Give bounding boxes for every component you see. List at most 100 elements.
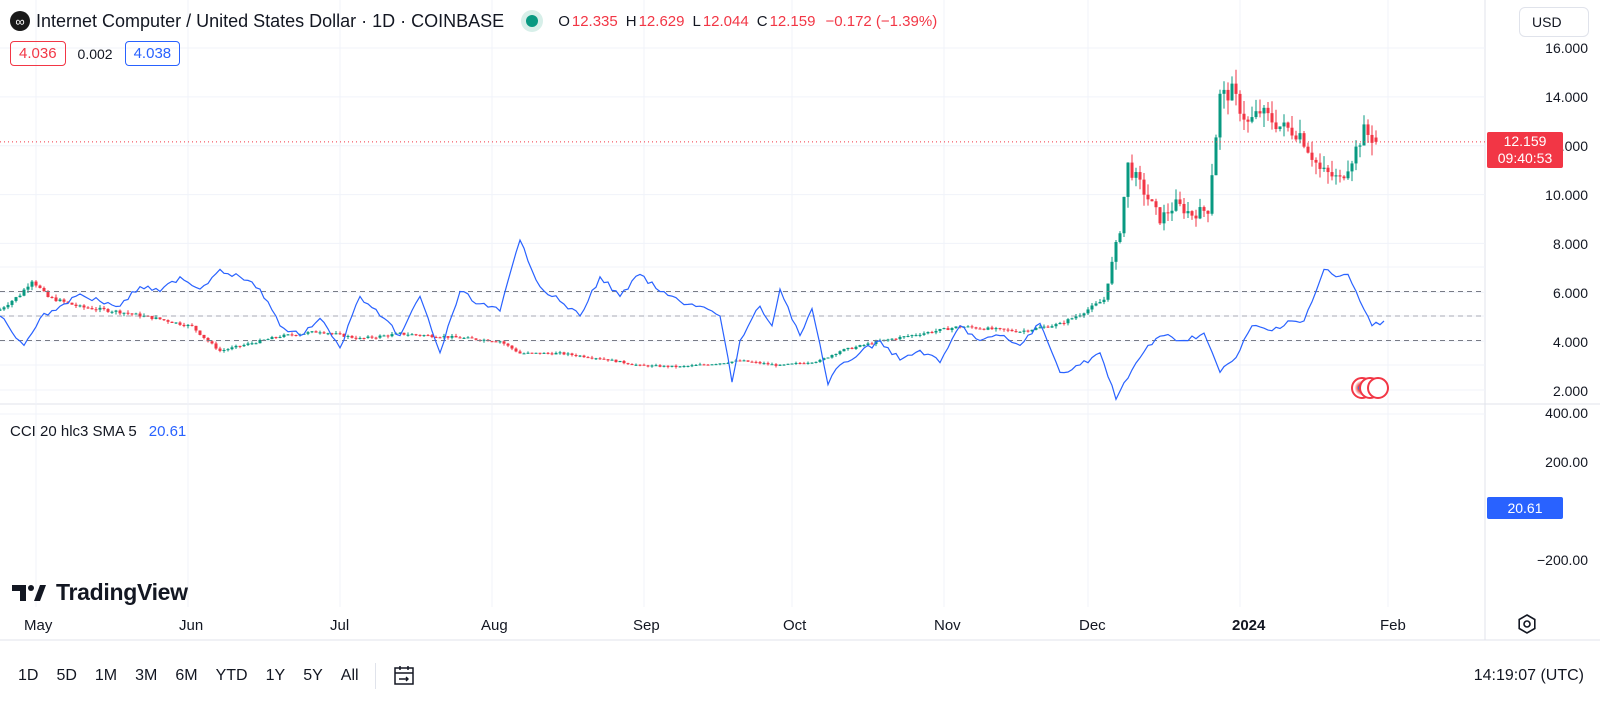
- timeframe-6m-button[interactable]: 6M: [175, 667, 198, 684]
- sell-price-button[interactable]: 4.036: [10, 41, 66, 66]
- candle-body: [110, 311, 114, 313]
- candle-body: [178, 322, 182, 325]
- candle-body: [514, 348, 518, 352]
- candle-body: [1230, 83, 1234, 101]
- time-tick: Aug: [481, 617, 508, 634]
- timeframe-all-button[interactable]: All: [340, 667, 359, 684]
- candle-body: [22, 289, 26, 296]
- timeframe-5d-button[interactable]: 5D: [56, 667, 77, 684]
- candle-body: [798, 362, 802, 364]
- candle-body: [1258, 111, 1262, 114]
- candle-body: [42, 287, 46, 292]
- candle-body: [642, 364, 646, 366]
- candle-body: [138, 313, 142, 317]
- candle-body: [266, 339, 270, 341]
- candle-body: [1366, 124, 1370, 135]
- cci-legend[interactable]: CCI 20 hlc3 SMA 5 20.61: [10, 423, 186, 440]
- timeframe-3m-button[interactable]: 3M: [135, 667, 158, 684]
- candle-body: [346, 335, 350, 337]
- calendar-range-icon[interactable]: [392, 664, 416, 688]
- candle-body: [662, 365, 666, 367]
- price-tick: 8.000: [1552, 236, 1588, 252]
- timeframe-1m-button[interactable]: 1M: [94, 667, 118, 684]
- candle-body: [494, 341, 498, 343]
- countdown-label: 09:40:53: [1497, 150, 1553, 166]
- candle-body: [1374, 137, 1378, 142]
- candle-body: [1126, 162, 1130, 197]
- tradingview-logo[interactable]: TradingView: [12, 579, 188, 606]
- candle-body: [414, 334, 418, 336]
- candle-body: [766, 363, 770, 365]
- candle-body: [410, 334, 414, 336]
- candle-body: [782, 364, 786, 366]
- candle-body: [314, 331, 318, 333]
- candle-body: [542, 352, 546, 354]
- candle-body: [1278, 126, 1282, 130]
- candle-body: [902, 336, 906, 338]
- candle-body: [362, 337, 366, 339]
- candle-body: [238, 345, 242, 347]
- candle-body: [1354, 146, 1358, 164]
- candle-body: [938, 328, 942, 331]
- economic-events-icon[interactable]: [1351, 377, 1389, 399]
- buy-price-button[interactable]: 4.038: [124, 41, 181, 66]
- candle-body: [1270, 113, 1274, 123]
- candle-body: [926, 332, 930, 334]
- candle-body: [442, 336, 446, 338]
- candle-body: [0, 309, 2, 311]
- candle-body: [1118, 233, 1122, 243]
- candle-body: [586, 357, 590, 359]
- candle-body: [354, 337, 358, 339]
- candle-body: [958, 326, 962, 328]
- candle-body: [822, 358, 826, 360]
- utc-clock[interactable]: 14:19:07 (UTC): [1473, 667, 1584, 684]
- candle-body: [754, 361, 758, 363]
- candle-body: [602, 358, 606, 360]
- settings-icon[interactable]: [1516, 613, 1538, 635]
- currency-select[interactable]: USD: [1519, 7, 1589, 37]
- candle-body: [998, 328, 1002, 330]
- candle-body: [218, 348, 222, 351]
- price-tick: 14.000: [1545, 89, 1588, 105]
- candle-body: [186, 324, 190, 327]
- candle-body: [906, 335, 910, 337]
- cci-tick: −200.00: [1537, 552, 1588, 568]
- candle-body: [1010, 329, 1014, 332]
- candle-body: [242, 344, 246, 347]
- candle-body: [506, 343, 510, 346]
- candle-body: [610, 359, 614, 361]
- market-status-icon[interactable]: [526, 15, 539, 27]
- timeframe-5y-button[interactable]: 5Y: [303, 667, 323, 684]
- candle-body: [990, 327, 994, 330]
- candle-body: [510, 345, 514, 349]
- brand-name: TradingView: [56, 579, 188, 605]
- candle-body: [778, 364, 782, 366]
- candle-body: [278, 336, 282, 338]
- candle-body: [994, 328, 998, 330]
- cci-value: 20.61: [148, 423, 187, 440]
- candle-body: [714, 364, 718, 366]
- time-tick: Sep: [633, 617, 660, 634]
- candle-body: [386, 335, 390, 337]
- candle-body: [582, 355, 586, 358]
- candle-body: [538, 352, 542, 354]
- candle-body: [950, 328, 954, 331]
- candle-body: [1362, 124, 1366, 146]
- low-value: 12.044: [702, 12, 749, 30]
- symbol-title[interactable]: Internet Computer / United States Dollar…: [36, 10, 505, 31]
- candle-body: [26, 286, 30, 290]
- candle-body: [914, 335, 918, 337]
- candle-body: [946, 328, 950, 331]
- timeframe-ytd-button[interactable]: YTD: [215, 667, 248, 684]
- candle-body: [1370, 134, 1374, 143]
- candle-body: [174, 322, 178, 324]
- candle-body: [550, 353, 554, 355]
- candle-body: [1206, 210, 1210, 214]
- timeframe-1d-button[interactable]: 1D: [18, 667, 39, 684]
- candle-body: [558, 352, 562, 354]
- candle-body: [1226, 89, 1230, 101]
- candle-body: [694, 364, 698, 366]
- timeframe-1y-button[interactable]: 1Y: [265, 667, 286, 684]
- candle-body: [1050, 326, 1054, 328]
